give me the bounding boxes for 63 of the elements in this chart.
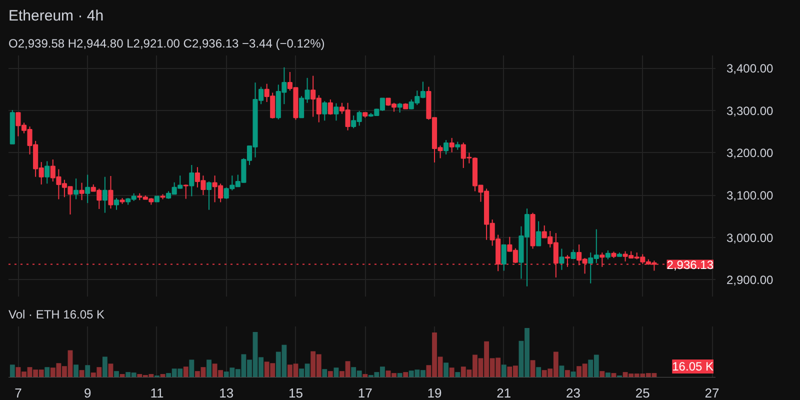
candlestick [501, 244, 506, 272]
y-tick-label: 3,000.00 [726, 230, 774, 245]
x-tick-label: 21 [496, 386, 512, 400]
candlestick [114, 197, 120, 210]
bar [114, 371, 119, 378]
bar [600, 371, 605, 378]
x-tick-label: 27 [704, 386, 720, 400]
candlestick [449, 137, 454, 153]
candlestick [79, 182, 84, 201]
bar [449, 368, 454, 378]
x-tick-label: 25 [635, 386, 650, 400]
bar [444, 362, 449, 378]
y-tick-label: 2,900.00 [726, 273, 774, 288]
bar [565, 370, 570, 378]
bar [328, 371, 333, 378]
x-tick-label: 23 [566, 386, 581, 400]
candlestick [536, 220, 542, 246]
bar [397, 373, 402, 378]
bar [455, 372, 460, 378]
candlestick [85, 174, 90, 204]
bar [189, 360, 194, 378]
bar [206, 360, 212, 378]
candlestick [206, 180, 212, 210]
candlestick [444, 140, 449, 155]
chart-subtitle: O2,939.58 H2,944.80 L2,921.00 C2,936.13 −3.44 (−0.12%) [8, 36, 325, 50]
chart-title: Ethereum · 4h [8, 8, 104, 24]
candlestick [108, 176, 114, 210]
x-tick-label: 9 [84, 386, 92, 400]
x-tick-label: 7 [14, 386, 22, 400]
annotation: 16.05 K [672, 360, 714, 374]
bar [79, 370, 84, 378]
bar [530, 360, 536, 378]
x-tick-label: 11 [150, 386, 164, 400]
y-tick-label: 3,200.00 [726, 146, 774, 160]
bar [403, 372, 408, 378]
candlestick [44, 160, 50, 184]
bar [85, 365, 90, 378]
x-tick-label: 17 [358, 386, 372, 400]
bar [322, 369, 328, 378]
bar [10, 364, 15, 378]
candlestick [322, 100, 328, 122]
bar [501, 364, 506, 378]
bar [44, 367, 50, 378]
candlestick [334, 102, 339, 122]
bar [74, 364, 79, 378]
candlestick [559, 248, 564, 270]
bar [536, 367, 542, 378]
candlestick [397, 102, 402, 114]
x-tick-label: 13 [219, 386, 234, 400]
bar [102, 356, 108, 378]
y-tick-label: 3,400.00 [726, 62, 774, 76]
y-tick-label: 3,300.00 [726, 104, 774, 118]
bar [605, 372, 610, 378]
chart-title: Vol · ETH 16.05 K [8, 308, 105, 322]
candlestick [102, 176, 108, 214]
candlestick [74, 178, 79, 200]
x-tick-label: 15 [288, 386, 303, 400]
candlestick [189, 164, 194, 197]
y-tick-label: 3,100.00 [726, 188, 774, 203]
candlestick [328, 98, 333, 116]
ref-line-label: 2,936.13 [666, 258, 714, 272]
x-tick-label: 19 [427, 386, 442, 400]
bar [183, 366, 188, 378]
